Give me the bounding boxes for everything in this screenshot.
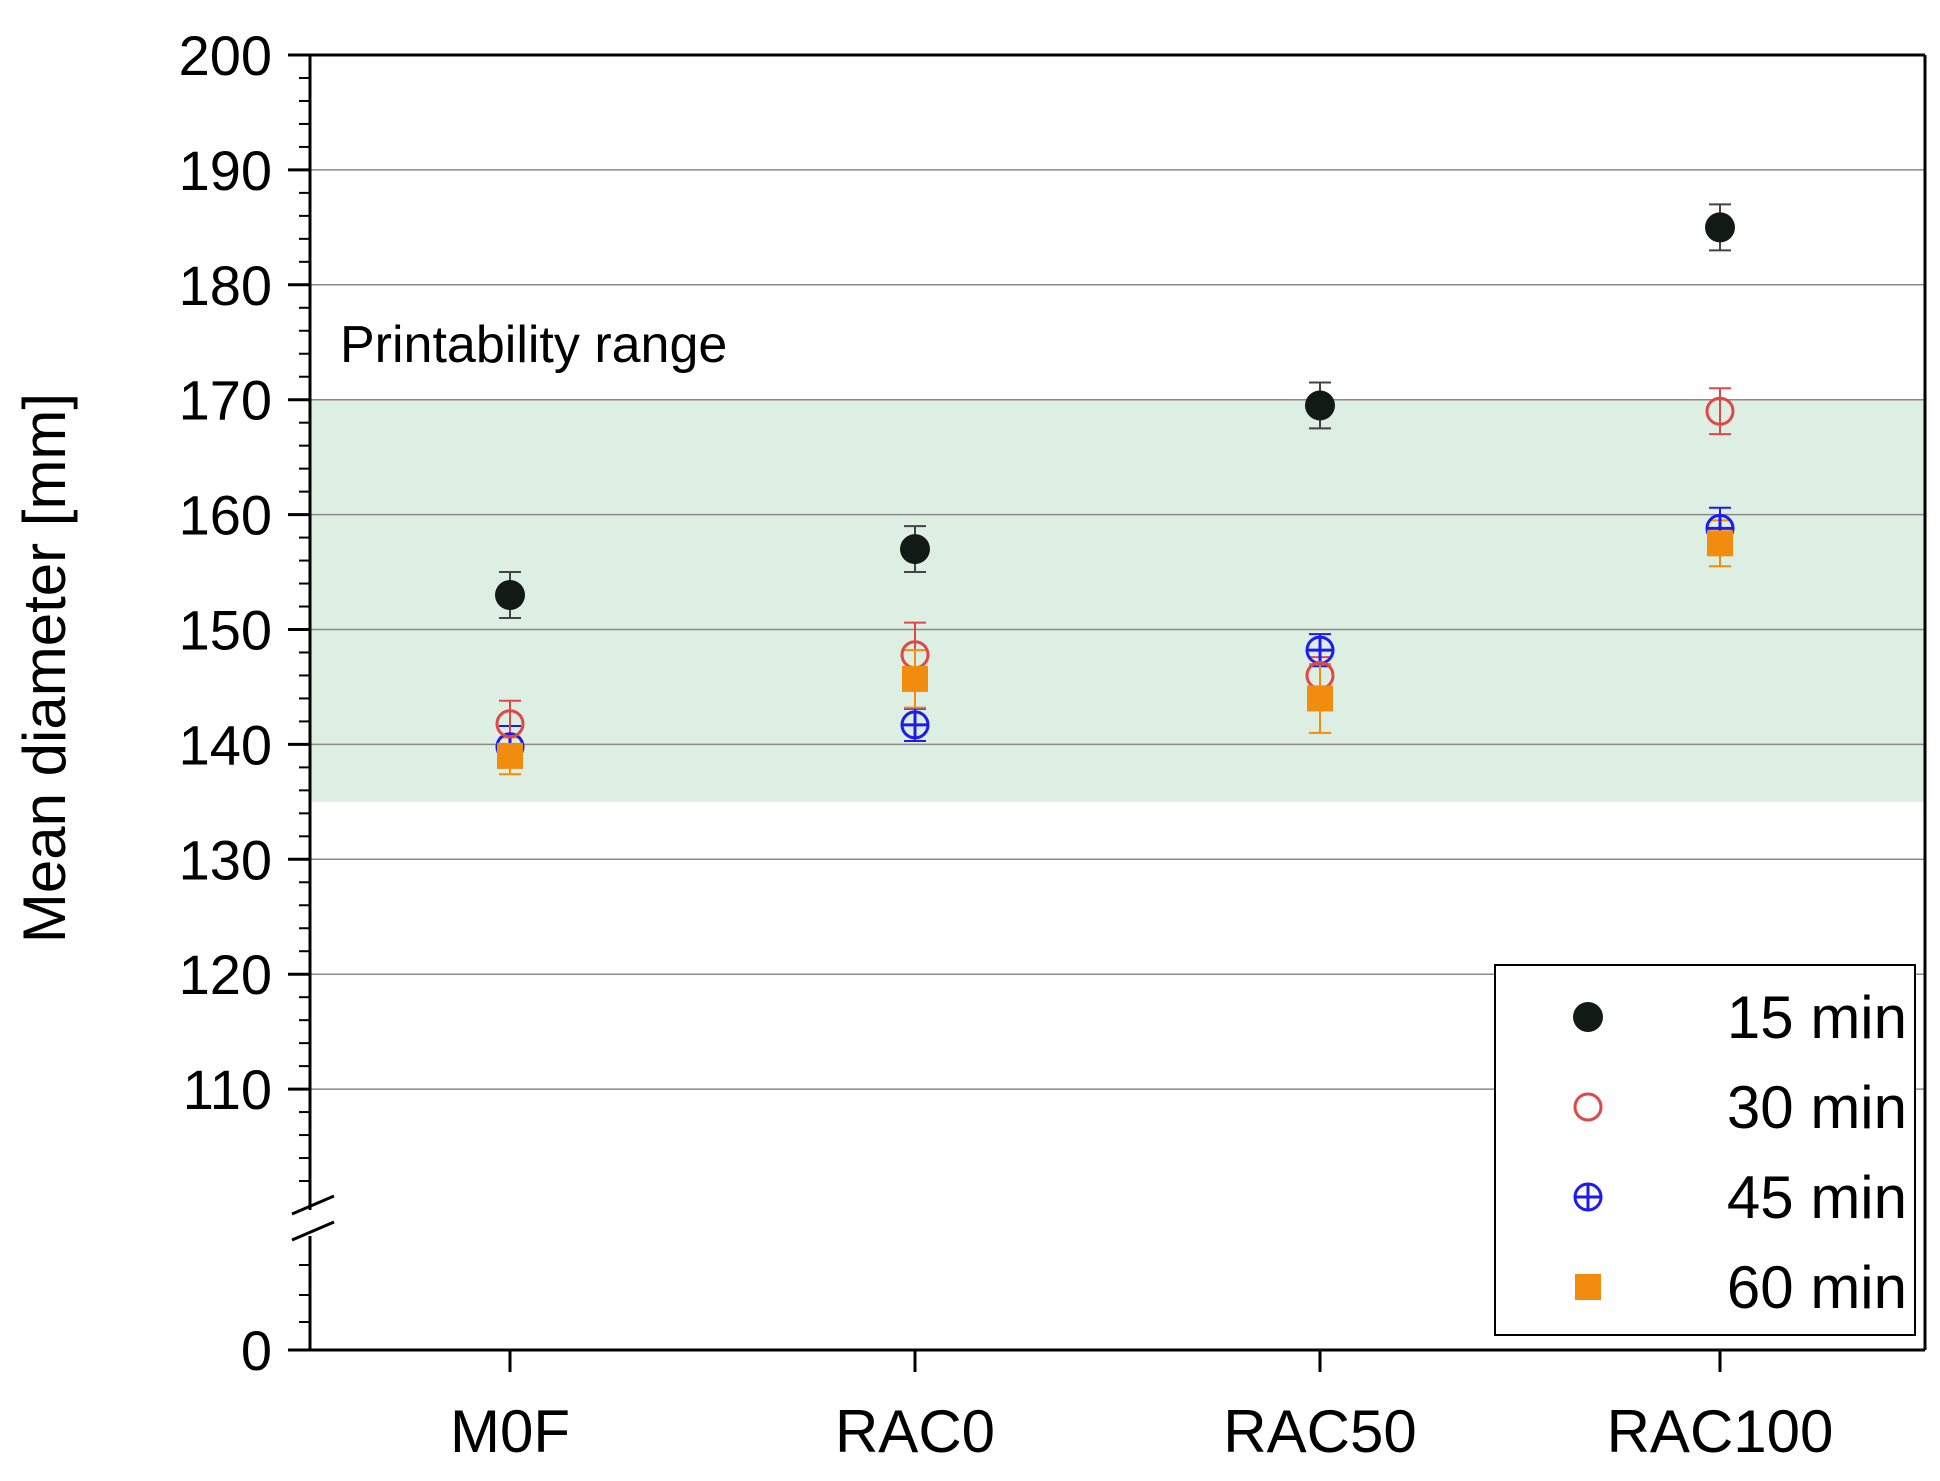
legend-marker-15-min — [1573, 1002, 1603, 1032]
legend-marker-45-min — [1573, 1182, 1603, 1212]
axis-break-mark — [291, 1194, 335, 1216]
marker-60-min — [1707, 530, 1733, 557]
y-tick-label: 120 — [179, 943, 272, 1006]
y-tick-label: 140 — [179, 713, 272, 776]
x-tick-label: RAC50 — [1223, 1398, 1416, 1465]
y-tick-label: 170 — [179, 369, 272, 432]
marker-45-min — [1305, 635, 1335, 665]
band-label: Printability range — [340, 316, 727, 374]
marker-45-min — [900, 710, 930, 740]
legend-marker-30-min — [1573, 1092, 1603, 1122]
axis-break-mark — [291, 1220, 335, 1242]
printability-band — [310, 399, 1925, 802]
marker-60-min — [497, 742, 523, 769]
marker-60-min — [1307, 685, 1333, 712]
y-tick-label: 190 — [179, 139, 272, 202]
legend-label: 60 min — [1727, 1254, 1907, 1321]
y-tick-label: 160 — [179, 484, 272, 547]
y-tick-label: 150 — [179, 599, 272, 662]
legend-box — [1494, 964, 1916, 1336]
marker-30-min — [495, 709, 525, 739]
y-axis-label: Mean diameter [mm] — [11, 393, 78, 943]
x-tick-label: RAC100 — [1607, 1398, 1834, 1465]
marker-60-min — [902, 665, 928, 692]
x-tick-label: M0F — [450, 1398, 570, 1465]
y-tick-label: 200 — [179, 24, 272, 87]
legend-label: 45 min — [1727, 1164, 1907, 1231]
marker-15-min — [900, 534, 930, 565]
marker-15-min — [1705, 212, 1735, 243]
marker-30-min — [1705, 396, 1735, 426]
marker-15-min — [1305, 390, 1335, 421]
legend-marker-60-min — [1575, 1274, 1601, 1300]
y-tick-label: 110 — [183, 1058, 272, 1121]
y-tick-label: 130 — [179, 828, 272, 891]
legend-label: 30 min — [1727, 1074, 1907, 1141]
x-tick-label: RAC0 — [835, 1398, 995, 1465]
y-tick-label: 180 — [179, 254, 272, 317]
legend-label: 15 min — [1727, 984, 1907, 1051]
y-tick-label: 0 — [241, 1319, 272, 1382]
marker-15-min — [495, 580, 525, 611]
